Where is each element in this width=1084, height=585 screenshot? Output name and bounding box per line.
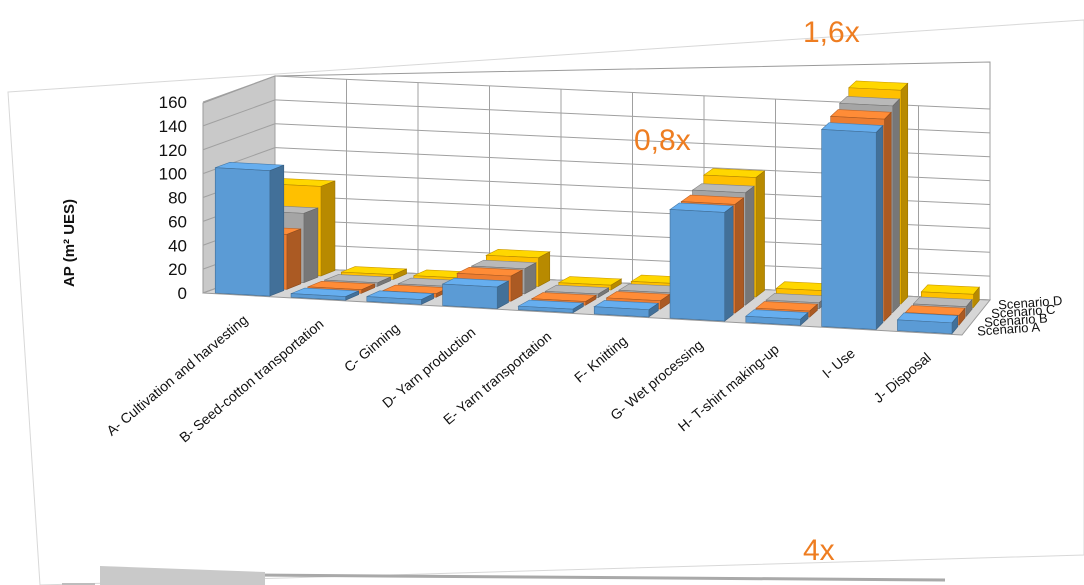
gridline-side	[202, 123, 276, 151]
bar-front	[821, 129, 877, 330]
bar-scenario-a-j	[896, 312, 959, 335]
bar-front	[745, 315, 801, 326]
bar-scenario-a-e	[517, 299, 585, 314]
y-axis-label: AP (m² UES)	[61, 199, 78, 287]
bar-side	[538, 251, 551, 287]
bar-front	[593, 306, 650, 318]
gridline-side	[202, 75, 276, 103]
bar-scenario-a-a	[214, 161, 285, 297]
bar-scenario-a-f	[593, 300, 660, 318]
y-tick-label: 100	[159, 165, 187, 184]
legend-entry: Scenario D	[998, 293, 1063, 312]
y-tick-labels: 0 20 40 60 80 100 120 140 160	[159, 93, 187, 303]
legend-entry: Scenario C	[991, 302, 1056, 321]
y-tick-label: 80	[168, 189, 187, 208]
annotation-0-8x: 0,8x	[634, 124, 691, 157]
legend-entry: Scenario A	[977, 319, 1041, 338]
bar-scenario-a-d	[441, 277, 510, 310]
legend-entry: Scenario B	[984, 310, 1048, 329]
bar-front	[669, 209, 725, 322]
bar-front	[290, 293, 346, 301]
bar-front	[442, 283, 498, 309]
bar-side	[286, 228, 302, 290]
bar-scenario-a-i	[820, 122, 884, 331]
bar-front	[518, 305, 574, 314]
y-tick-label: 0	[178, 284, 187, 303]
bar-scenario-a-c	[366, 290, 434, 305]
bar-front	[214, 167, 271, 297]
bar-front	[366, 296, 422, 305]
annotation-1-6x: 1,6x	[803, 16, 860, 49]
y-tick-label: 120	[159, 141, 187, 160]
bar-side	[320, 180, 336, 277]
bar-side	[724, 205, 734, 322]
bar-side	[900, 82, 909, 305]
y-tick-label: 160	[159, 93, 187, 112]
y-tick-label: 60	[168, 212, 187, 231]
y-tick-label: 20	[168, 260, 187, 279]
bar-side	[303, 207, 319, 284]
bar-side	[875, 124, 884, 331]
bar-side	[892, 98, 900, 314]
bar-scenario-a-b	[290, 287, 359, 301]
y-tick-label: 40	[168, 236, 187, 255]
gridline-side	[202, 99, 276, 127]
bar-side	[734, 197, 744, 314]
chart-geometry	[202, 61, 992, 336]
bar-scenario-a-g	[669, 202, 735, 322]
annotation-4x: 4x	[803, 534, 835, 567]
bar-front	[897, 319, 953, 334]
bar-side	[269, 164, 285, 297]
bar-scenario-a-h	[745, 309, 809, 326]
bar-side	[884, 111, 892, 322]
bar-side	[755, 170, 765, 298]
y-tick-label: 140	[159, 117, 187, 136]
second-chart-partial	[62, 566, 946, 585]
bar-side	[745, 185, 755, 306]
